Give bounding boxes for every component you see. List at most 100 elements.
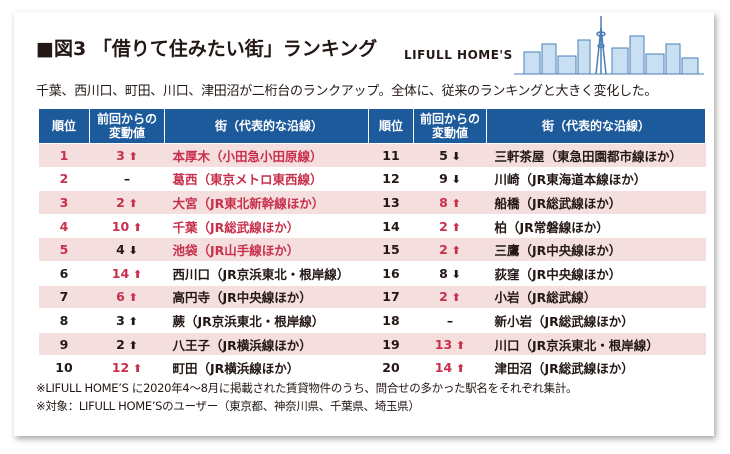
station: 千葉（JR総武線ほか） bbox=[164, 214, 374, 239]
station: 船橋（JR総武線ほか） bbox=[486, 190, 706, 215]
station: 八王子（JR横浜線ほか） bbox=[164, 332, 374, 357]
station: 津田沼（JR総武線ほか） bbox=[486, 355, 706, 380]
change-cell: 3 ⬆ bbox=[89, 308, 165, 333]
change-value: 3 bbox=[116, 147, 125, 163]
change-arrow: ⬆ bbox=[129, 220, 143, 234]
rank: 12 bbox=[368, 167, 414, 192]
change-value: 6 bbox=[116, 289, 125, 305]
change-value: 2 bbox=[116, 336, 125, 352]
brand: LIFULL HOME'S bbox=[404, 48, 513, 62]
rank: 1 bbox=[38, 143, 90, 168]
change-arrow: ⬇ bbox=[447, 267, 461, 281]
change-value: 8 bbox=[439, 265, 448, 281]
change-value: – bbox=[123, 171, 131, 187]
ranking-row: 18 – 新小岩（JR総武線ほか） bbox=[368, 308, 706, 333]
station: 新小岩（JR総武線ほか） bbox=[486, 308, 706, 333]
title: ■図3 「借りて住みたい街」ランキング bbox=[36, 38, 378, 60]
ranking-row: 6 14 ⬆ 西川口（JR京浜東北・根岸線） bbox=[38, 261, 374, 286]
change-arrow: ⬆ bbox=[447, 244, 461, 258]
change-arrow: ⬆ bbox=[129, 267, 143, 281]
rank: 9 bbox=[38, 332, 90, 357]
station: 西川口（JR京浜東北・根岸線） bbox=[164, 261, 374, 286]
change-value: 12 bbox=[111, 360, 130, 376]
rank: 14 bbox=[368, 214, 414, 239]
ranking-row: 12 9 ⬇ 川崎（JR東海道本線ほか） bbox=[368, 167, 706, 192]
change-value: 14 bbox=[111, 265, 130, 281]
rank: 7 bbox=[38, 285, 90, 310]
change-cell: 2 ⬆ bbox=[89, 190, 165, 215]
station: 川崎（JR東海道本線ほか） bbox=[486, 167, 706, 192]
rank: 8 bbox=[38, 308, 90, 333]
change-value: 8 bbox=[439, 194, 448, 210]
rank: 11 bbox=[368, 143, 414, 168]
ranking-row: 17 2 ⬆ 小岩（JR総武線） bbox=[368, 285, 706, 310]
change-value: 14 bbox=[434, 360, 453, 376]
ranking-row: 11 5 ⬇ 三軒茶屋（東急田園都市線ほか） bbox=[368, 143, 706, 168]
rank: 13 bbox=[368, 190, 414, 215]
change-cell: 6 ⬆ bbox=[89, 285, 165, 310]
rank: 2 bbox=[38, 167, 90, 192]
change-cell: 9 ⬇ bbox=[413, 167, 487, 192]
change-value: 4 bbox=[116, 242, 125, 258]
station: 大宮（JR東北新幹線ほか） bbox=[164, 190, 374, 215]
rank: 5 bbox=[38, 237, 90, 262]
change-arrow: ⬆ bbox=[129, 362, 143, 376]
change-arrow: ⬆ bbox=[447, 291, 461, 305]
change-value: – bbox=[446, 312, 454, 328]
change-cell: – bbox=[89, 167, 165, 192]
change-value: 3 bbox=[116, 312, 125, 328]
change-value: 13 bbox=[434, 336, 453, 352]
rank: 3 bbox=[38, 190, 90, 215]
change-cell: 8 ⬇ bbox=[413, 261, 487, 286]
ranking-row: 2 – 葛西（東京メトロ東西線） bbox=[38, 167, 374, 192]
change-value: 2 bbox=[116, 194, 125, 210]
station: 高円寺（JR中央線ほか） bbox=[164, 285, 374, 310]
station: 小岩（JR総武線） bbox=[486, 285, 706, 310]
rank: 10 bbox=[38, 355, 90, 380]
change-value: 9 bbox=[439, 171, 448, 187]
change-arrow: ⬆ bbox=[124, 291, 138, 305]
change-cell: 2 ⬆ bbox=[413, 285, 487, 310]
change-arrow: ⬆ bbox=[124, 338, 138, 352]
ranking-row: 10 12 ⬆ 町田（JR横浜線ほか） bbox=[38, 355, 374, 380]
change-cell: 8 ⬆ bbox=[413, 190, 487, 215]
change-arrow: ⬆ bbox=[124, 149, 138, 163]
change-cell: 5 ⬇ bbox=[413, 143, 487, 168]
column-header: 街（代表的な沿線） bbox=[164, 108, 374, 144]
station: 葛西（東京メトロ東西線） bbox=[164, 167, 374, 192]
header-row: 順位 前回からの変動値 街（代表的な沿線） bbox=[368, 108, 706, 144]
ranking-row: 15 2 ⬆ 三鷹（JR中央線ほか） bbox=[368, 237, 706, 262]
change-value: 2 bbox=[439, 289, 448, 305]
change-value: 10 bbox=[111, 218, 130, 234]
column-header: 前回からの変動値 bbox=[413, 108, 487, 144]
column-header: 前回からの変動値 bbox=[89, 108, 165, 144]
station: 三鷹（JR中央線ほか） bbox=[486, 237, 706, 262]
change-cell: 2 ⬆ bbox=[89, 332, 165, 357]
change-cell: 14 ⬆ bbox=[413, 355, 487, 380]
rank: 4 bbox=[38, 214, 90, 239]
change-cell: 10 ⬆ bbox=[89, 214, 165, 239]
ranking-row: 20 14 ⬆ 津田沼（JR総武線ほか） bbox=[368, 355, 706, 380]
station: 町田（JR横浜線ほか） bbox=[164, 355, 374, 380]
change-arrow: ⬆ bbox=[447, 220, 461, 234]
rank: 20 bbox=[368, 355, 414, 380]
ranking-row: 13 8 ⬆ 船橋（JR総武線ほか） bbox=[368, 190, 706, 215]
change-value: 2 bbox=[439, 242, 448, 258]
ranking-row: 14 2 ⬆ 柏（JR常磐線ほか） bbox=[368, 214, 706, 239]
ranking-row: 19 13 ⬆ 川口（JR京浜東北・根岸線） bbox=[368, 332, 706, 357]
rank: 19 bbox=[368, 332, 414, 357]
station: 川口（JR京浜東北・根岸線） bbox=[486, 332, 706, 357]
subtitle: 千葉、西川口、町田、川口、津田沼が二桁台のランクアップ。全体に、従来のランキング… bbox=[36, 84, 658, 99]
change-cell: 13 ⬆ bbox=[413, 332, 487, 357]
rank: 6 bbox=[38, 261, 90, 286]
station: 荻窪（JR中央線ほか） bbox=[486, 261, 706, 286]
ranking-row: 16 8 ⬇ 荻窪（JR中央線ほか） bbox=[368, 261, 706, 286]
station: 蕨（JR京浜東北・根岸線） bbox=[164, 308, 374, 333]
skyline-illustration bbox=[514, 16, 704, 75]
change-value: 2 bbox=[439, 218, 448, 234]
change-arrow: ⬇ bbox=[447, 173, 461, 187]
rank: 15 bbox=[368, 237, 414, 262]
change-arrow: ⬆ bbox=[452, 362, 466, 376]
